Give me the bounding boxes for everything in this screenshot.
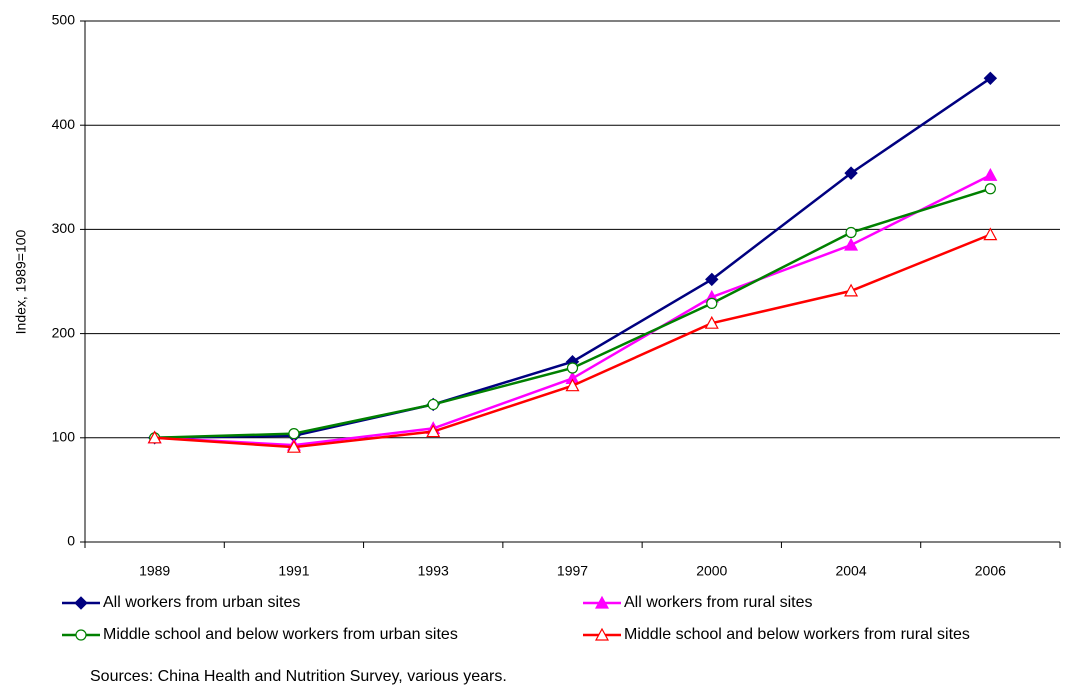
marker bbox=[594, 595, 610, 609]
series-line bbox=[154, 187, 991, 440]
source-note: Sources: China Health and Nutrition Surv… bbox=[90, 668, 507, 685]
marker bbox=[983, 227, 998, 241]
y-tick-label: 500 bbox=[52, 12, 76, 28]
marker bbox=[984, 183, 996, 195]
marker bbox=[705, 272, 719, 287]
y-tick-label: 300 bbox=[52, 220, 76, 236]
series-line bbox=[154, 174, 991, 447]
marker bbox=[704, 315, 719, 329]
y-axis-label: Index, 1989=100 bbox=[13, 229, 29, 334]
y-tick-label: 400 bbox=[52, 116, 76, 132]
legend-label: Middle school and below workers from rur… bbox=[624, 626, 970, 643]
marker bbox=[75, 629, 87, 641]
marker bbox=[594, 627, 610, 641]
y-tick-label: 0 bbox=[67, 533, 75, 549]
marker bbox=[426, 424, 441, 438]
x-tick-label: 1991 bbox=[278, 563, 309, 579]
marker bbox=[983, 167, 998, 181]
marker bbox=[147, 430, 162, 444]
marker bbox=[288, 428, 300, 440]
marker bbox=[74, 596, 88, 610]
x-tick-label: 2000 bbox=[696, 563, 727, 579]
x-tick-label: 1989 bbox=[139, 563, 170, 579]
x-tick-label: 2006 bbox=[975, 563, 1006, 579]
marker bbox=[844, 166, 858, 180]
series-line bbox=[154, 233, 991, 449]
marker bbox=[565, 378, 580, 392]
marker bbox=[844, 283, 859, 297]
y-tick-label: 200 bbox=[52, 324, 76, 340]
marker bbox=[845, 226, 857, 239]
marker bbox=[427, 398, 439, 411]
legend-label: All workers from rural sites bbox=[624, 594, 812, 611]
marker bbox=[566, 362, 579, 374]
marker bbox=[844, 237, 859, 251]
x-tick-label: 2004 bbox=[835, 563, 866, 579]
marker bbox=[983, 71, 998, 86]
x-tick-label: 1997 bbox=[557, 563, 588, 579]
marker bbox=[706, 297, 718, 309]
x-tick-label: 1993 bbox=[418, 563, 449, 579]
y-tick-label: 100 bbox=[52, 429, 76, 445]
marker bbox=[286, 439, 301, 453]
legend-label: Middle school and below workers from urb… bbox=[103, 626, 458, 643]
legend-label: All workers from urban sites bbox=[103, 594, 300, 611]
